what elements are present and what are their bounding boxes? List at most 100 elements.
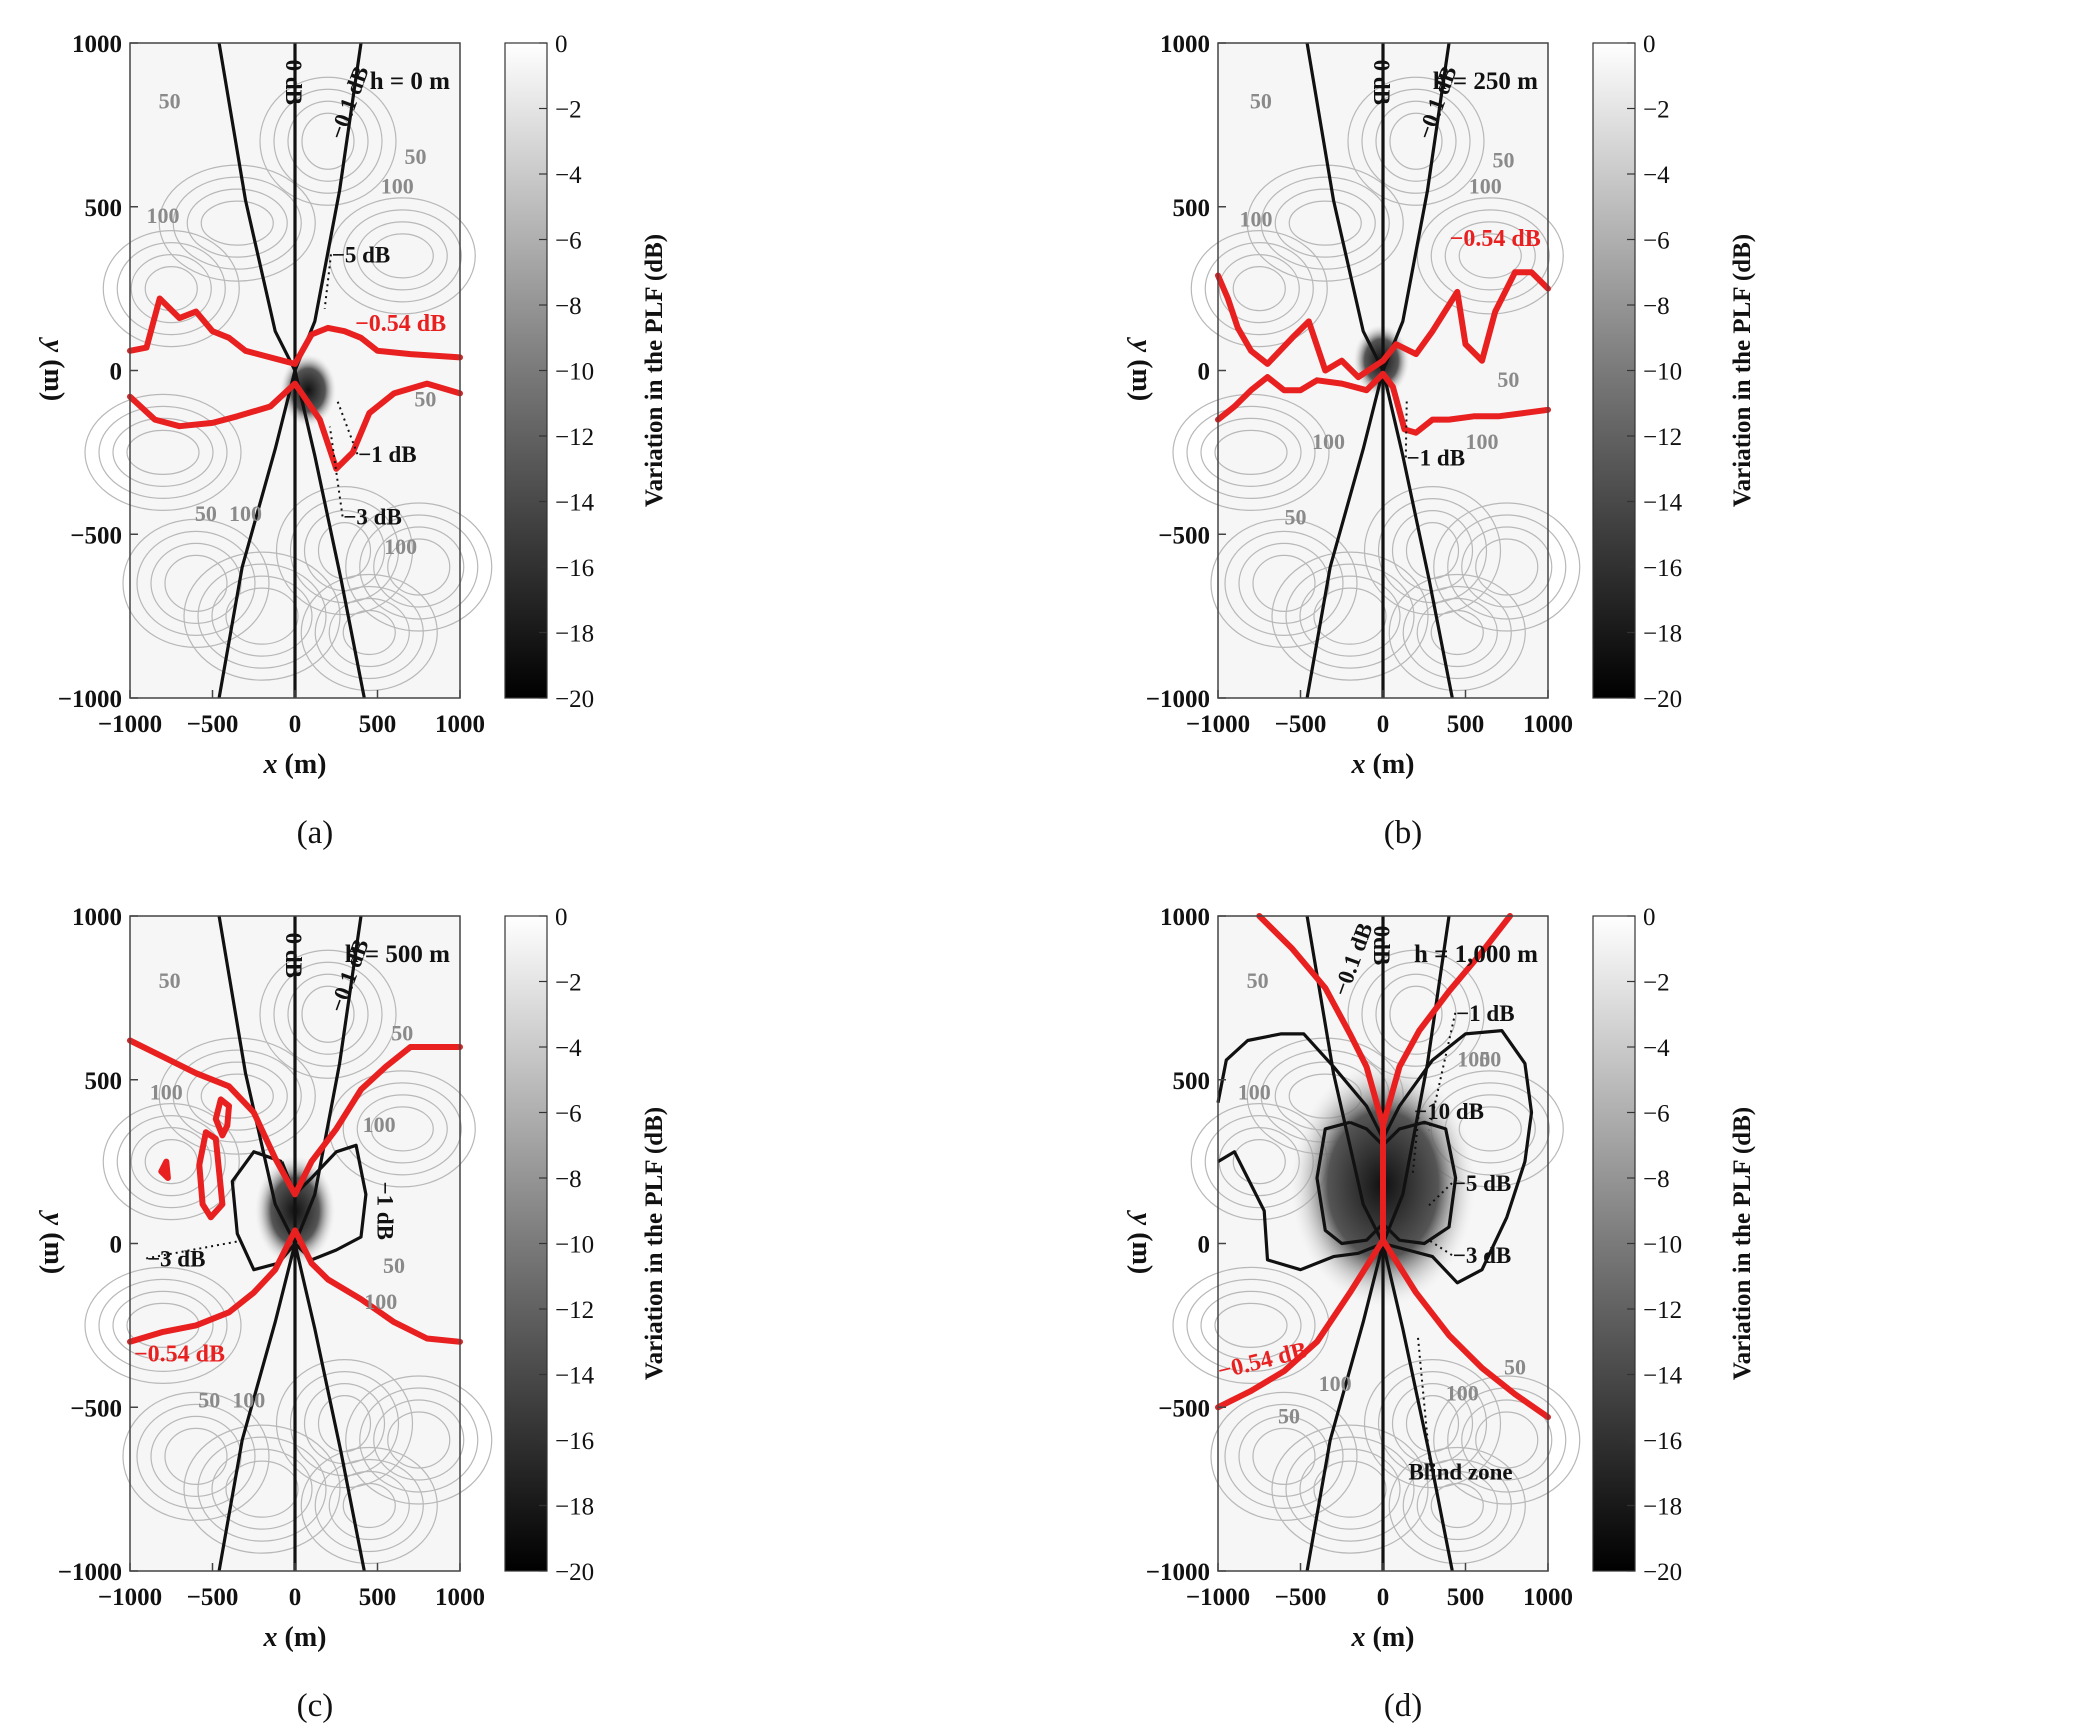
gray-contour bbox=[1214, 1302, 1288, 1348]
gray-contour bbox=[1313, 587, 1387, 645]
colorbar-tick-label: −4 bbox=[1643, 162, 1670, 189]
red-contour-054db bbox=[127, 380, 463, 472]
gray-contour bbox=[102, 1103, 240, 1221]
colorbar-label: Variation in the PLF (dB) bbox=[1729, 1107, 1756, 1380]
y-axis-label: y (m) bbox=[38, 337, 69, 401]
label-leader bbox=[146, 1239, 242, 1260]
gray-contour bbox=[342, 209, 462, 303]
y-tick-label: 1000 bbox=[72, 904, 122, 931]
label-leader bbox=[335, 398, 359, 455]
x-tick-label: 1000 bbox=[435, 711, 485, 738]
gray-contour bbox=[1313, 1460, 1387, 1518]
gray-contour bbox=[183, 551, 341, 681]
gray-contour bbox=[1389, 112, 1443, 170]
colorbar-tick-label: −12 bbox=[555, 424, 594, 451]
colorbar-tick-label: −20 bbox=[555, 686, 594, 713]
gray-contour bbox=[1416, 1470, 1498, 1541]
y-tick-label: −500 bbox=[1158, 522, 1210, 549]
gray-contour bbox=[1433, 502, 1581, 632]
x-tick-label: −500 bbox=[187, 711, 239, 738]
gray-contour bbox=[1347, 76, 1485, 206]
x-tick-label: 500 bbox=[359, 711, 397, 738]
colorbar-tick-label: −10 bbox=[555, 359, 594, 386]
red-contour-054db bbox=[212, 1096, 232, 1139]
gray-contour-value: 100 bbox=[1469, 174, 1502, 199]
colorbar-tick-label: −10 bbox=[1643, 1232, 1682, 1259]
gray-contour bbox=[314, 1458, 424, 1553]
colorbar-tick-label: −20 bbox=[1643, 1559, 1682, 1586]
colorbar-tick-label: −16 bbox=[1643, 1428, 1682, 1455]
colorbar-tick-label: −10 bbox=[555, 1232, 594, 1259]
gray-contour bbox=[342, 1482, 396, 1529]
colorbar-tick-label: −20 bbox=[555, 1559, 594, 1586]
gray-contour bbox=[225, 587, 299, 645]
gray-contour bbox=[1274, 188, 1376, 258]
y-axis-label: y (m) bbox=[1126, 1210, 1157, 1274]
y-axis-label: y (m) bbox=[1126, 337, 1157, 401]
contour-label: −3 dB bbox=[147, 1246, 206, 1271]
colorbar-tick-label: −2 bbox=[1643, 970, 1670, 997]
gray-contour bbox=[225, 1460, 299, 1518]
contour-label: −10 dB bbox=[1414, 1099, 1484, 1124]
gray-contour bbox=[370, 1106, 434, 1152]
gray-contour-value: 50 bbox=[1479, 1047, 1501, 1072]
colorbar-tick-label: −18 bbox=[555, 621, 594, 648]
black-contour-line bbox=[1315, 1120, 1458, 1246]
gray-contour bbox=[136, 530, 256, 636]
gray-contour bbox=[172, 1049, 302, 1143]
gray-contour-value: 50 bbox=[391, 1020, 413, 1045]
gray-contour bbox=[1210, 1391, 1358, 1521]
gray-contour bbox=[373, 1399, 465, 1481]
gray-contour-value: 100 bbox=[150, 1079, 183, 1104]
rotated-contour-label: 0 dB bbox=[281, 933, 306, 978]
gray-contour-value: 50 bbox=[1285, 504, 1307, 529]
y-tick-label: 500 bbox=[1173, 195, 1211, 222]
gray-contour bbox=[259, 949, 397, 1079]
gray-contour bbox=[1430, 609, 1484, 656]
y-axis-label: y (m) bbox=[38, 1210, 69, 1274]
gray-contour bbox=[1271, 551, 1429, 681]
colorbar-tick-label: −12 bbox=[1643, 1297, 1682, 1324]
red-contour-054db bbox=[127, 1227, 463, 1345]
black-contour-line bbox=[230, 1143, 368, 1272]
gray-contour bbox=[158, 164, 316, 282]
gray-contour bbox=[1288, 200, 1362, 246]
gray-contour bbox=[150, 542, 242, 624]
gray-contour bbox=[1444, 221, 1536, 291]
red-contour-054db bbox=[1215, 370, 1551, 436]
colorbar-label: Variation in the PLF (dB) bbox=[1729, 234, 1756, 507]
gray-contour bbox=[164, 554, 228, 612]
y-tick-label: −1000 bbox=[58, 686, 122, 713]
gray-contour-value: 50 bbox=[383, 1253, 405, 1278]
colorbar-tick-label: −10 bbox=[1643, 359, 1682, 386]
gray-contour bbox=[158, 1037, 316, 1155]
y-tick-label: 500 bbox=[85, 195, 123, 222]
gray-contour bbox=[1458, 233, 1522, 279]
gray-contour bbox=[1299, 575, 1401, 657]
x-tick-label: −500 bbox=[1275, 711, 1327, 738]
gray-contour-value: 100 bbox=[1446, 1381, 1479, 1406]
gray-contour bbox=[359, 1387, 479, 1493]
x-tick-label: 0 bbox=[1377, 1584, 1390, 1611]
colorbar-tick-label: −8 bbox=[1643, 293, 1670, 320]
red-contour-054db bbox=[196, 1129, 226, 1221]
gray-contour-value: 100 bbox=[1319, 1371, 1352, 1396]
gray-contour bbox=[112, 417, 214, 487]
x-tick-label: −1000 bbox=[1186, 1584, 1250, 1611]
gray-contour bbox=[1238, 542, 1330, 624]
x-axis-label: x (m) bbox=[1351, 1622, 1415, 1653]
colorbar-tick-label: −6 bbox=[1643, 1101, 1670, 1128]
gray-contour bbox=[359, 514, 479, 620]
gray-contour bbox=[370, 233, 434, 279]
contour-label: −5 dB bbox=[1453, 1171, 1512, 1196]
gray-contour bbox=[164, 1427, 228, 1485]
x-tick-label: −500 bbox=[1275, 1584, 1327, 1611]
colorbar-tick-label: −16 bbox=[555, 555, 594, 582]
panel-tag: (c) bbox=[297, 1688, 334, 1724]
colorbar-tick-label: −20 bbox=[1643, 686, 1682, 713]
colorbar-tick-label: −6 bbox=[555, 1101, 582, 1128]
label-leader bbox=[1416, 1336, 1432, 1472]
